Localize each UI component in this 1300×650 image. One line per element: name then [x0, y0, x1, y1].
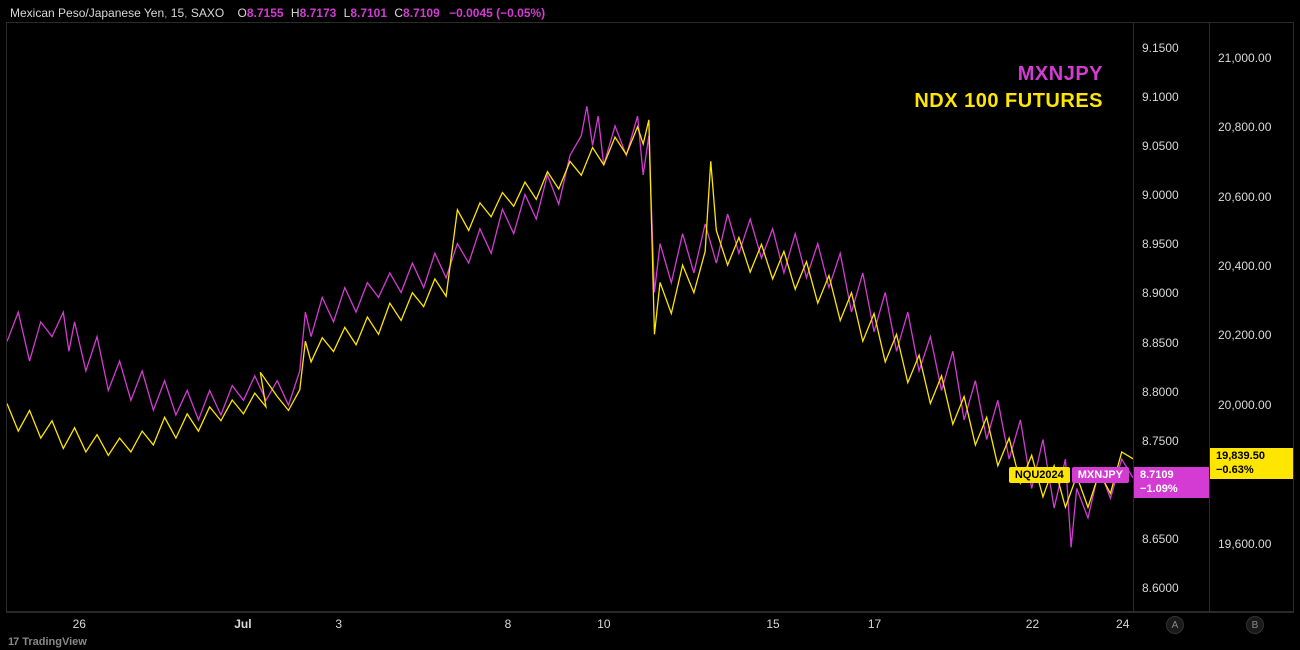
y-tick: 20,000.00 — [1218, 398, 1271, 412]
y-tick: 20,400.00 — [1218, 259, 1271, 273]
y-tick: 21,000.00 — [1218, 51, 1271, 65]
y-tick: 20,600.00 — [1218, 190, 1271, 204]
scale-button-b[interactable]: B — [1246, 616, 1264, 634]
legend-series-2: NDX 100 FUTURES — [914, 90, 1103, 113]
y-tick: 20,200.00 — [1218, 328, 1271, 342]
symbol-header[interactable]: Mexican Peso/Japanese Yen, 15, SAXO O8.7… — [10, 6, 545, 20]
interval: 15 — [171, 6, 184, 20]
tv-logo-text: TradingView — [22, 636, 87, 648]
x-tick: 15 — [766, 617, 779, 631]
broker: SAXO — [191, 6, 224, 20]
y-axis-right[interactable]: 21,000.00 20,800.00 20,600.00 20,400.00 20,2… — [1210, 22, 1294, 612]
x-tick: 22 — [1026, 617, 1039, 631]
y-tick: 19,600.00 — [1218, 537, 1271, 551]
x-tick: 3 — [335, 617, 342, 631]
y-tick: 8.6000 — [1142, 581, 1179, 595]
tv-logo-icon: 17 — [8, 636, 18, 648]
current-price-tag: 19,839.50−0.63% — [1210, 448, 1293, 478]
last-value-labels: NQU2024 MXNJPY — [1009, 467, 1129, 483]
series-NQU2024 — [7, 120, 1133, 507]
symbol-name: Mexican Peso/Japanese Yen — [10, 6, 164, 20]
x-tick: Jul — [234, 617, 251, 631]
x-axis[interactable]: A B 26 Jul 3 8 10 15 17 22 24 — [6, 612, 1294, 638]
last-label-mxnjpy: MXNJPY — [1072, 467, 1129, 483]
ohlc-block: O8.7155 H8.7173 L8.7101 C8.7109 −0.0045 … — [234, 6, 546, 20]
chart-frame: { "header": { "symbol": "Mexican Peso/Ja… — [0, 0, 1300, 650]
y-tick: 8.8000 — [1142, 385, 1179, 399]
y-tick: 9.0000 — [1142, 188, 1179, 202]
y-tick: 8.7500 — [1142, 434, 1179, 448]
tradingview-watermark: 17 TradingView — [8, 636, 87, 648]
x-tick: 26 — [73, 617, 86, 631]
legend: MXNJPY NDX 100 FUTURES — [914, 63, 1103, 113]
y-tick: 9.1500 — [1142, 41, 1179, 55]
x-tick: 24 — [1116, 617, 1129, 631]
series-MXNJPY — [7, 106, 1133, 547]
current-price-tag: 8.7109−1.09% — [1134, 467, 1209, 497]
y-tick: 9.1000 — [1142, 90, 1179, 104]
legend-series-1: MXNJPY — [914, 63, 1103, 86]
y-tick: 8.9000 — [1142, 286, 1179, 300]
y-tick: 20,800.00 — [1218, 120, 1271, 134]
x-tick: 8 — [505, 617, 512, 631]
y-tick: 8.8500 — [1142, 336, 1179, 350]
y-tick: 8.9500 — [1142, 237, 1179, 251]
y-tick: 8.6500 — [1142, 532, 1179, 546]
y-axis-left[interactable]: 9.1500 9.1000 9.0500 9.0000 8.9500 8.9000 8.85… — [1134, 22, 1210, 612]
x-tick: 10 — [597, 617, 610, 631]
x-tick: 17 — [868, 617, 881, 631]
chart-plot-area[interactable]: MXNJPY NDX 100 FUTURES NQU2024 MXNJPY — [6, 22, 1134, 612]
last-label-nqu: NQU2024 — [1009, 467, 1070, 483]
scale-button-a[interactable]: A — [1166, 616, 1184, 634]
y-tick: 9.0500 — [1142, 139, 1179, 153]
